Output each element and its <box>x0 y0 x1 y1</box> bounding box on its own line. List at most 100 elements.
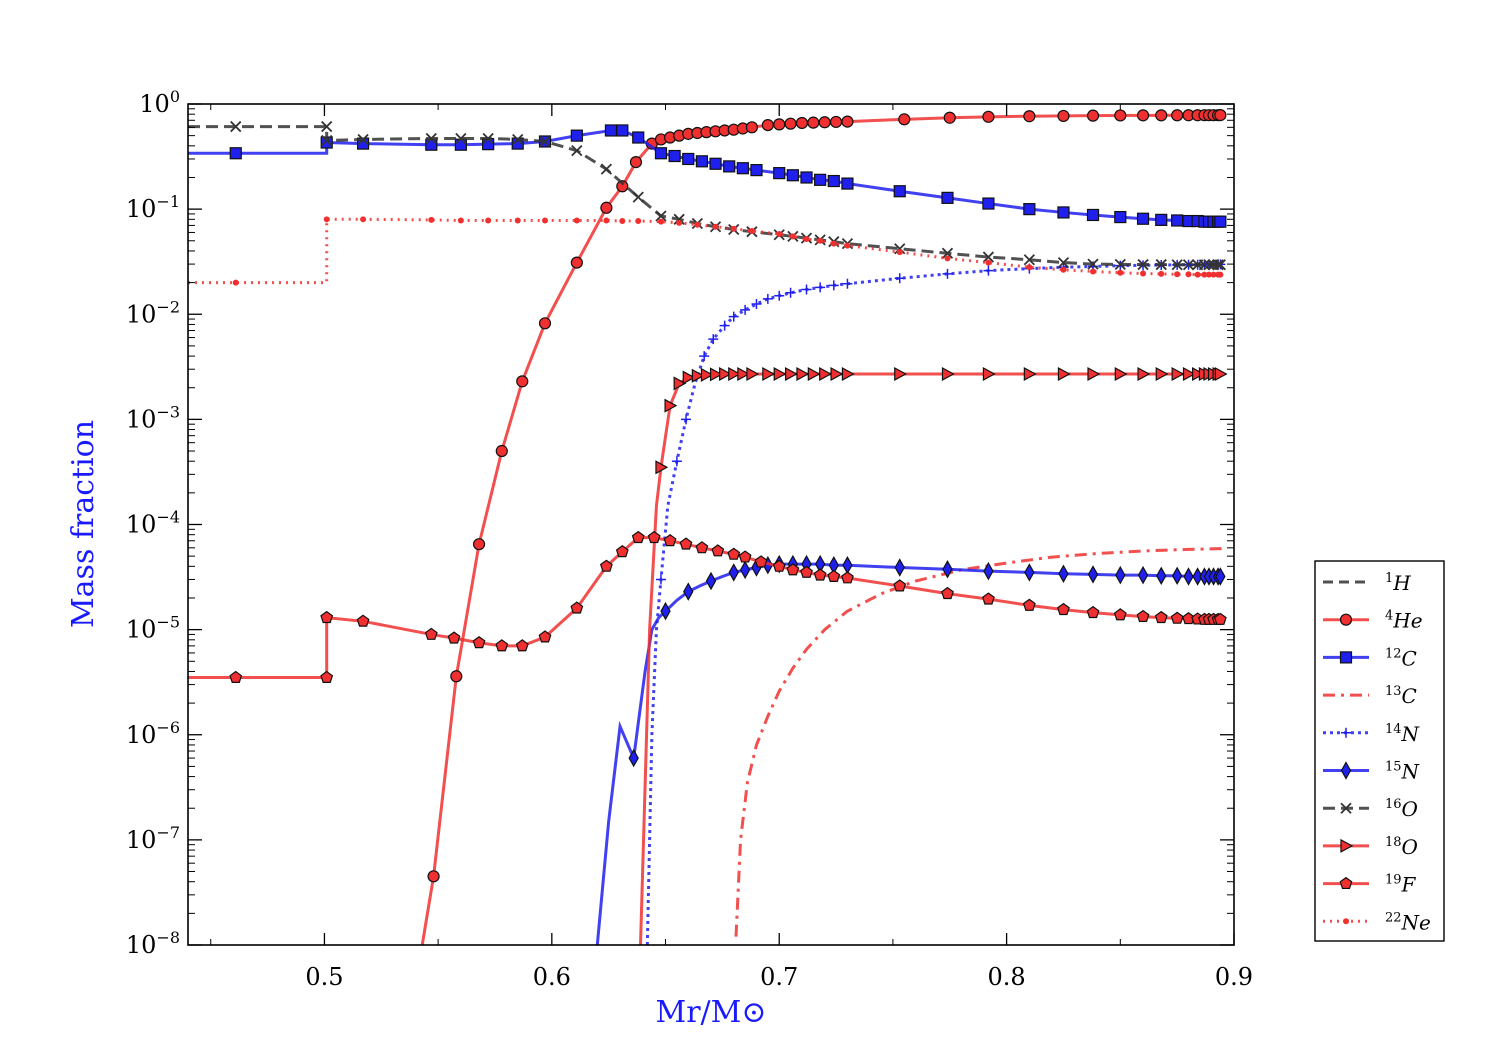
series-22ne-point <box>712 223 719 230</box>
y-tick-label: 10−6 <box>126 718 180 749</box>
series-14n-point <box>762 293 773 304</box>
series-18o-point <box>691 368 705 383</box>
series-19f-point <box>754 555 768 568</box>
x-tick-label: 0.9 <box>1215 963 1253 991</box>
series-14n-point <box>842 278 853 289</box>
series-19f-point <box>786 563 800 576</box>
series-14n-point <box>815 282 826 293</box>
series-15n-point <box>1215 567 1226 586</box>
series-19f-point <box>1136 609 1150 623</box>
series-16o-point <box>1198 259 1211 271</box>
series-4he-point <box>616 180 629 193</box>
series-22ne-point <box>1185 271 1192 278</box>
series-4he-point <box>784 117 797 130</box>
legend-label: 14N <box>1385 722 1421 746</box>
series-16o-point <box>1212 259 1224 271</box>
series-18o-point <box>664 398 678 413</box>
series-12c-point <box>454 138 467 151</box>
series-4he-point <box>495 444 508 458</box>
series-14n-point <box>785 287 796 298</box>
series-16o-point <box>321 120 333 133</box>
series-12c-point <box>616 124 629 137</box>
series-22ne-point <box>730 225 737 232</box>
series-18o-point <box>719 367 732 382</box>
series-19f-point <box>982 592 995 605</box>
series-13c-line <box>734 547 1223 937</box>
series-22ne-point <box>1090 268 1097 275</box>
legend-entry-4he: 4He <box>1323 609 1423 633</box>
series-4he-point <box>1023 110 1036 123</box>
series-18o-point <box>1114 367 1128 382</box>
series-19f-point <box>827 569 841 582</box>
series-19f-point <box>320 610 334 624</box>
series-12c <box>188 124 1227 228</box>
series-12c-point <box>800 171 813 184</box>
series-16o-point <box>1214 259 1226 271</box>
series-18o-point <box>1137 367 1151 382</box>
series-4he-point <box>829 115 843 129</box>
series-18o-point <box>1171 367 1185 382</box>
x-axis-label: Mr/M⊙ <box>655 995 766 1030</box>
series-19f-point <box>1213 612 1227 625</box>
series-22ne <box>188 216 1224 286</box>
series-16o-line <box>188 125 1221 267</box>
series-18o-line <box>639 372 1221 945</box>
series-22ne-point <box>1201 271 1208 278</box>
series-22ne-point <box>514 217 521 224</box>
series-18o-point <box>807 367 821 382</box>
series-18o-point <box>841 367 855 382</box>
series-14n <box>645 259 1226 945</box>
series-4he-point <box>600 201 613 214</box>
legend-label: 18O <box>1385 835 1418 859</box>
series-12c-point <box>982 197 995 210</box>
series-12c-point <box>425 138 438 151</box>
series-22ne-point <box>944 255 951 262</box>
series-4he-point <box>1155 109 1168 122</box>
series-15n-point <box>983 561 994 581</box>
series-14n-point <box>699 351 710 362</box>
series-22ne-line <box>188 217 1221 285</box>
series-22ne-point <box>485 217 492 224</box>
series-22ne-point <box>817 237 824 244</box>
series-15n-point <box>1115 565 1126 585</box>
legend-entry-15n: 15N <box>1323 760 1421 784</box>
series-15n-point <box>1192 567 1203 586</box>
series-layer <box>188 109 1228 945</box>
tick-layer: 0.5 0.6 0.7 0.8 0.9 100 10−1 10−2 10−3 10−4 10−5 10… <box>126 87 1253 991</box>
series-4he-point <box>450 670 463 683</box>
series-19f-point <box>841 571 854 584</box>
series-18o-point <box>784 367 798 382</box>
series-12c-point <box>654 147 668 160</box>
series-22ne-point <box>573 217 580 224</box>
series-19f-point <box>472 636 486 649</box>
y-axis-label: Mass fraction <box>66 420 101 628</box>
series-22ne-point <box>1210 271 1217 278</box>
legend-marker <box>1340 802 1352 814</box>
series-18o-point <box>830 367 844 382</box>
series-12c-point <box>841 177 854 190</box>
series-4he-point <box>629 156 643 169</box>
series-22ne-point <box>1205 271 1212 278</box>
series-4he-point <box>761 118 774 132</box>
series-19f-point <box>1086 605 1100 619</box>
series-12c-point <box>709 157 722 170</box>
series-19f-point <box>772 559 786 572</box>
series-22ne-point <box>1194 271 1201 278</box>
series-16o-point <box>1023 254 1035 266</box>
series-22ne-point <box>323 216 330 223</box>
series-12c-point <box>695 155 709 168</box>
series-14n-point <box>655 574 666 585</box>
series-4he-point <box>1057 109 1070 123</box>
series-14n-point <box>719 320 730 331</box>
series-19f-point <box>663 534 677 547</box>
series-19f-point <box>647 530 661 544</box>
series-14n-point <box>894 273 905 284</box>
series-16o-point <box>1057 256 1070 269</box>
series-14n-point <box>828 280 839 291</box>
series-4he-point <box>1136 109 1150 122</box>
series-15n-point <box>894 558 905 577</box>
series-16o-point <box>894 243 906 255</box>
series-18o-point <box>1182 367 1196 382</box>
series-16o-point <box>455 132 467 145</box>
series-14n-point <box>728 311 739 322</box>
